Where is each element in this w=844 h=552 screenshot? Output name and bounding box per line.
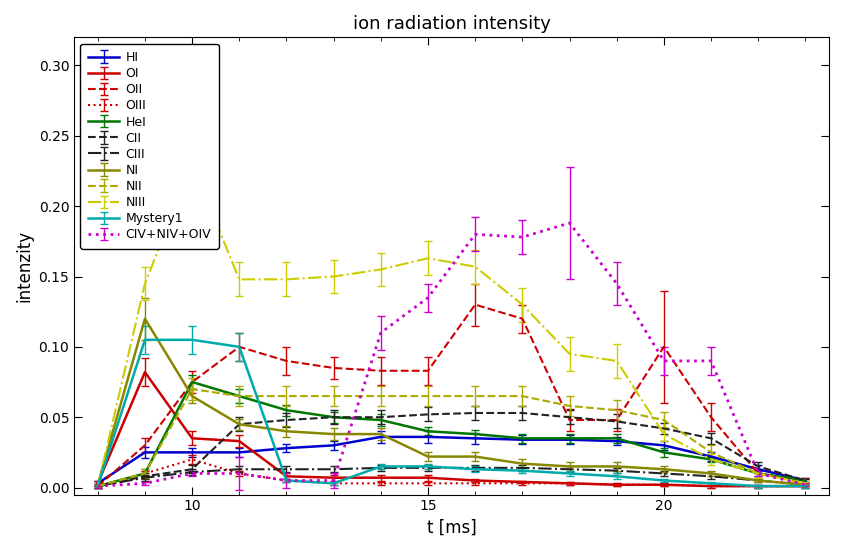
Title: ion radiation intensity: ion radiation intensity	[353, 15, 550, 33]
X-axis label: t [ms]: t [ms]	[427, 519, 477, 537]
Y-axis label: intenzity: intenzity	[15, 230, 33, 302]
Legend: HI, OI, OII, OIII, HeI, CII, CIII, NI, NII, NIII, Mystery1, CIV+NIV+OIV: HI, OI, OII, OIII, HeI, CII, CIII, NI, N…	[80, 44, 219, 249]
